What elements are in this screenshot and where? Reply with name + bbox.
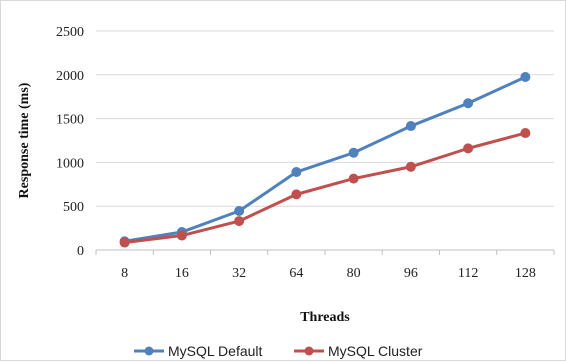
series-line: [124, 75, 527, 243]
legend-item: MySQL Default: [134, 343, 263, 359]
data-point: [234, 216, 245, 227]
y-tick-label: 1500: [56, 113, 84, 128]
legend-marker: [144, 346, 154, 356]
x-tick-label: 96: [404, 266, 418, 281]
data-point: [348, 147, 359, 158]
data-point: [520, 128, 531, 139]
data-point: [119, 237, 130, 248]
x-tick-label: 16: [175, 266, 189, 281]
y-tick-label: 2000: [56, 69, 84, 84]
data-point: [234, 206, 245, 217]
y-tick-label: 0: [77, 244, 84, 259]
legend-marker: [304, 346, 314, 356]
data-point: [405, 121, 416, 132]
data-point: [176, 230, 187, 241]
legend: MySQL Default MySQL Cluster: [134, 343, 423, 359]
data-point: [463, 98, 474, 109]
data-point: [463, 143, 474, 154]
legend-label: MySQL Default: [168, 343, 263, 359]
y-tick-label: 2500: [56, 25, 84, 40]
x-tick-label: 8: [121, 266, 128, 281]
series-layer: [119, 71, 531, 248]
labels-layer: Response time (ms) Threads: [17, 82, 350, 325]
legend-item: MySQL Cluster: [294, 343, 423, 359]
series-line: [124, 131, 526, 245]
x-tick-label: 64: [289, 266, 303, 281]
y-axis-title: Response time (ms): [17, 82, 32, 198]
data-point: [291, 189, 302, 200]
data-point: [405, 161, 416, 172]
x-tick-label: 80: [347, 266, 361, 281]
axes: 0 500 1000 1500 2000 2500 8 16 32 64 80 96 112 128: [56, 25, 555, 281]
series-2: [119, 128, 531, 248]
gridlines: [96, 30, 554, 207]
x-tick-label: 32: [232, 266, 246, 281]
series-1: [119, 71, 531, 247]
y-tick-label: 500: [63, 200, 84, 215]
y-tick-label: 1000: [56, 156, 84, 171]
data-point: [520, 71, 531, 82]
x-axis-title: Threads: [300, 310, 350, 325]
x-tick-label: 128: [515, 266, 536, 281]
legend-label: MySQL Cluster: [328, 343, 423, 359]
data-point: [291, 167, 302, 178]
data-point: [348, 173, 359, 184]
x-tick-label: 112: [458, 266, 478, 281]
